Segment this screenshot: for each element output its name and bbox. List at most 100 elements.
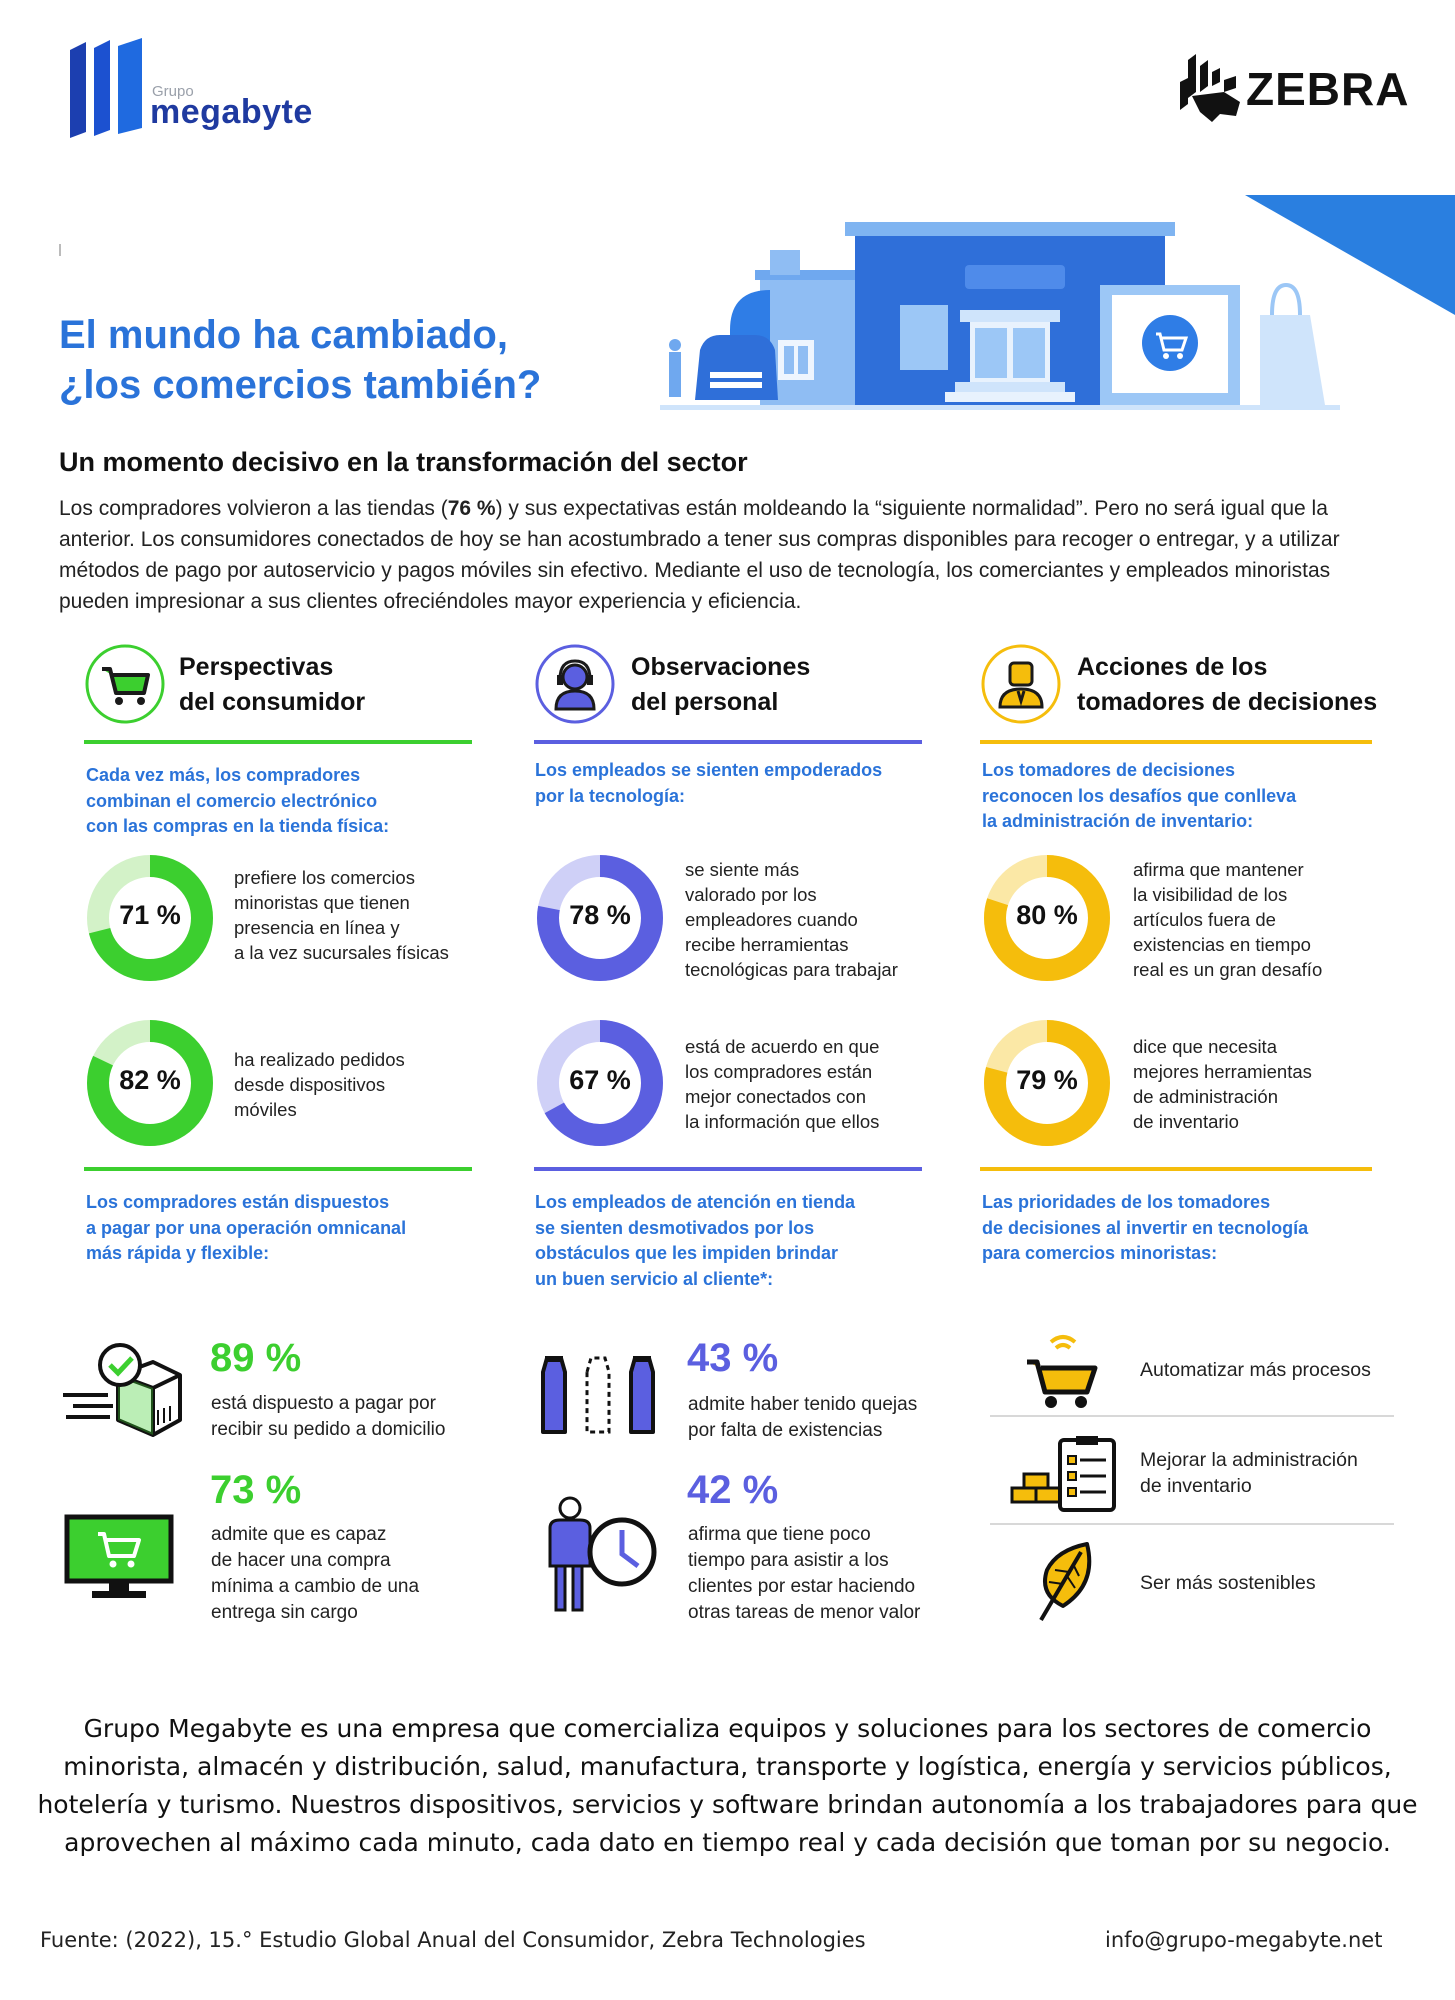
donut-71 bbox=[87, 855, 213, 981]
staff-second-line4: un buen servicio al cliente*: bbox=[535, 1268, 774, 1289]
stat-42-value: 42 % bbox=[687, 1468, 779, 1512]
headset-person-icon bbox=[535, 644, 615, 724]
contact-email[interactable]: info@grupo-megabyte.net bbox=[1105, 1928, 1383, 1952]
decision-title-line2: tomadores de decisiones bbox=[1077, 688, 1378, 716]
stat-89-value: 89 % bbox=[210, 1336, 302, 1380]
donut-80-line5: real es un gran desafío bbox=[1133, 959, 1323, 980]
donut-78-label: 78 % bbox=[569, 900, 631, 930]
donut-value-arc bbox=[537, 855, 663, 981]
consumer-title-line2: del consumidor bbox=[179, 688, 366, 716]
donut-82-text: ha realizado pedidos desde dispositivos … bbox=[234, 1047, 405, 1122]
consumer-second-heading: Los compradores están dispuestos a pagar… bbox=[86, 1190, 406, 1267]
donut-67-line4: la información que ellos bbox=[685, 1111, 880, 1132]
donut-80-text: afirma que mantener la visibilidad de lo… bbox=[1133, 857, 1322, 982]
intro-text-start: Los compradores volvieron a las tiendas … bbox=[59, 497, 448, 520]
empty-shelf-bottles-icon bbox=[541, 1356, 655, 1434]
consumer-rule-top bbox=[84, 740, 472, 744]
donut-value-arc bbox=[984, 1020, 1110, 1146]
decision-second-line2: de decisiones al invertir en tecnología bbox=[982, 1217, 1309, 1238]
hero-divider-mark bbox=[59, 244, 61, 256]
donut-71-line4: a la vez sucursales físicas bbox=[234, 942, 449, 963]
donut-78-line2: valorado por los bbox=[685, 884, 817, 905]
donut-67-label: 67 % bbox=[569, 1065, 631, 1095]
stat-73-text: admite que es capaz de hacer una compra … bbox=[211, 1522, 419, 1626]
decision-title-line1: Acciones de los bbox=[1077, 653, 1268, 681]
cart-icon bbox=[85, 644, 165, 724]
staff-second-line3: obstáculos que les impiden brindar bbox=[535, 1243, 839, 1263]
stat-43-line2: por falta de existencias bbox=[688, 1420, 883, 1441]
stat-42-text: afirma que tiene poco tiempo para asisti… bbox=[688, 1522, 920, 1626]
leaf-icon bbox=[1039, 1542, 1092, 1622]
donut-80-line4: existencias en tiempo bbox=[1133, 934, 1311, 955]
consumer-sub-line1: Cada vez más, los compradores bbox=[86, 765, 361, 785]
staff-second-line1: Los empleados de atención en tienda bbox=[535, 1192, 856, 1212]
donut-80-label: 80 % bbox=[1016, 900, 1078, 930]
staff-rule-bottom bbox=[534, 1167, 922, 1171]
donut-71-label: 71 % bbox=[119, 900, 181, 930]
staff-sub-line2: por la tecnología: bbox=[535, 785, 686, 806]
consumer-second-line2: a pagar por una operación omnicanal bbox=[86, 1217, 407, 1238]
inventory-clipboard-icon bbox=[1010, 1436, 1116, 1512]
donut-67-line1: está de acuerdo en que bbox=[685, 1036, 880, 1057]
wifi-cart-icon bbox=[1027, 1335, 1098, 1408]
stat-42-line4: otras tareas de menor valor bbox=[688, 1602, 921, 1623]
worker-clock-icon bbox=[548, 1496, 657, 1612]
intro-text-rest: ) y sus expectativas están moldeando la … bbox=[59, 497, 1340, 613]
stat-89-line1: está dispuesto a pagar por bbox=[211, 1393, 436, 1414]
donut-71-line2: minoristas que tienen bbox=[234, 892, 410, 913]
donut-79-line1: dice que necesita bbox=[1133, 1036, 1277, 1057]
donut-67-text: está de acuerdo en que los compradores e… bbox=[685, 1034, 879, 1134]
priority-2: Mejorar la administración de inventario bbox=[1140, 1447, 1358, 1499]
stat-43-text: admite haber tenido quejas por falta de … bbox=[688, 1392, 917, 1444]
intro-paragraph: Los compradores volvieron a las tiendas … bbox=[59, 493, 1389, 619]
consumer-sub-line2: combinan el comercio electrónico bbox=[86, 790, 378, 811]
priority-1-line1: Automatizar más procesos bbox=[1140, 1359, 1371, 1381]
donut-82-label: 82 % bbox=[119, 1065, 181, 1095]
decision-rule-top bbox=[980, 740, 1372, 744]
zebra-wordmark: ZEBRA bbox=[1246, 63, 1410, 115]
donut-71-line3: presencia en línea y bbox=[234, 917, 400, 938]
staff-second-heading: Los empleados de atención en tienda se s… bbox=[535, 1190, 855, 1292]
staff-sub-line1: Los empleados se sienten empoderados bbox=[535, 760, 883, 780]
stat-89-line2: recibir su pedido a domicilio bbox=[211, 1419, 446, 1440]
megabyte-logo-icon bbox=[70, 38, 142, 138]
decision-sub-line1: Los tomadores de decisiones bbox=[982, 760, 1236, 780]
staff-second-line2: se sienten desmotivados por los bbox=[535, 1217, 815, 1238]
consumer-sub-line3: con las compras en la tienda física: bbox=[86, 816, 390, 836]
priority-divider-1 bbox=[990, 1415, 1394, 1417]
logo-big-text: megabyte bbox=[150, 93, 313, 131]
hero-title: El mundo ha cambiado, ¿los comercios tam… bbox=[59, 310, 541, 410]
donut-78-text: se siente más valorado por los empleador… bbox=[685, 857, 898, 982]
donut-82-line2: desde dispositivos bbox=[234, 1074, 386, 1095]
decision-second-line3: para comercios minoristas: bbox=[982, 1243, 1218, 1263]
stat-42-line1: afirma que tiene poco bbox=[688, 1524, 871, 1545]
decision-title: Acciones de los tomadores de decisiones bbox=[1077, 650, 1377, 720]
donut-67-line2: los compradores están bbox=[685, 1061, 873, 1082]
hero-title-line2: ¿los comercios también? bbox=[59, 363, 542, 407]
decision-second-heading: Las prioridades de los tomadores de deci… bbox=[982, 1190, 1308, 1267]
column-consumer: Perspectivas del consumidor bbox=[84, 640, 484, 1260]
decision-subheading: Los tomadores de decisiones reconocen lo… bbox=[982, 758, 1296, 835]
staff-subheading: Los empleados se sienten empoderados por… bbox=[535, 758, 882, 809]
stat-73-line1: admite que es capaz bbox=[211, 1524, 387, 1545]
staff-title: Observaciones del personal bbox=[631, 650, 810, 720]
donut-78 bbox=[537, 855, 663, 981]
donut-80-line1: afirma que mantener bbox=[1133, 859, 1304, 880]
donut-79 bbox=[984, 1020, 1110, 1146]
stat-73-line3: mínima a cambio de una bbox=[211, 1576, 420, 1597]
staff-title-line2: del personal bbox=[631, 688, 779, 716]
decision-sub-line3: la administración de inventario: bbox=[982, 811, 1254, 831]
storefront-illustration bbox=[660, 222, 1340, 410]
source-citation: Fuente: (2022), 15.° Estudio Global Anua… bbox=[40, 1928, 866, 1952]
staff-rule-top bbox=[534, 740, 922, 744]
donut-82-line1: ha realizado pedidos bbox=[234, 1049, 405, 1070]
logo-small-text: Grupo bbox=[152, 83, 194, 100]
manager-person-icon bbox=[981, 644, 1061, 724]
donut-79-line2: mejores herramientas bbox=[1133, 1061, 1312, 1082]
priority-2-line1: Mejorar la administración bbox=[1140, 1449, 1358, 1471]
zebra-head-icon bbox=[1180, 54, 1240, 122]
consumer-subheading: Cada vez más, los compradores combinan e… bbox=[86, 763, 389, 840]
donut-82 bbox=[87, 1020, 213, 1146]
donut-71-line1: prefiere los comercios bbox=[234, 867, 415, 888]
megabyte-logo: Grupo megabyte bbox=[66, 38, 326, 138]
